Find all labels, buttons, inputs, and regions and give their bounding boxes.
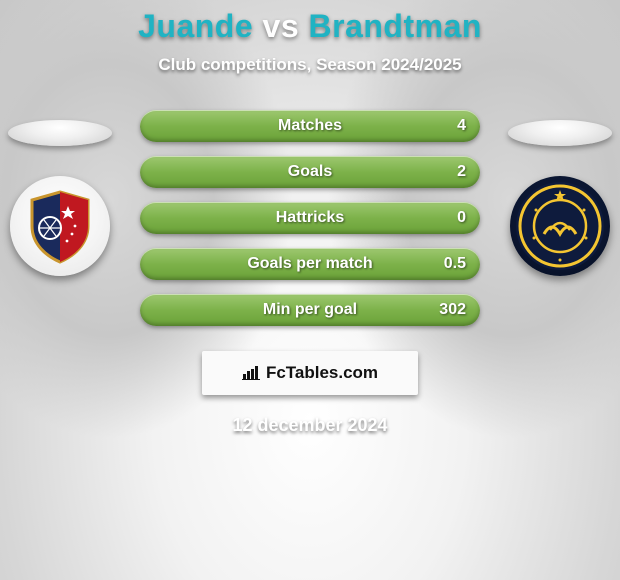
vs-text: vs bbox=[263, 8, 300, 44]
stat-label: Goals bbox=[288, 163, 332, 181]
brand-text: FcTables.com bbox=[266, 363, 378, 383]
bar-chart-icon bbox=[242, 366, 260, 380]
stat-row: Hattricks 0 bbox=[0, 195, 620, 241]
player1-name: Juande bbox=[138, 8, 253, 44]
player2-name: Brandtman bbox=[309, 8, 482, 44]
stat-row: Min per goal 302 bbox=[0, 287, 620, 333]
stat-value: 0.5 bbox=[444, 255, 466, 273]
stat-label: Goals per match bbox=[247, 255, 372, 273]
stat-bar-min-per-goal: Min per goal 302 bbox=[140, 294, 480, 326]
stat-label: Hattricks bbox=[276, 209, 344, 227]
stat-row: Goals per match 0.5 bbox=[0, 241, 620, 287]
subtitle: Club competitions, Season 2024/2025 bbox=[158, 55, 461, 75]
stat-row: Matches 4 bbox=[0, 103, 620, 149]
stat-bar-goals-per-match: Goals per match 0.5 bbox=[140, 248, 480, 280]
stat-value: 302 bbox=[439, 301, 466, 319]
stat-value: 0 bbox=[457, 209, 466, 227]
stat-bar-matches: Matches 4 bbox=[140, 110, 480, 142]
main-content: Juande vs Brandtman Club competitions, S… bbox=[0, 0, 620, 436]
stat-value: 4 bbox=[457, 117, 466, 135]
date-text: 12 december 2024 bbox=[232, 415, 387, 436]
stat-bar-goals: Goals 2 bbox=[140, 156, 480, 188]
page-title: Juande vs Brandtman bbox=[138, 8, 482, 45]
brand-box: FcTables.com bbox=[202, 351, 418, 395]
stat-label: Min per goal bbox=[263, 301, 357, 319]
stat-row: Goals 2 bbox=[0, 149, 620, 195]
stat-bar-hattricks: Hattricks 0 bbox=[140, 202, 480, 234]
stat-label: Matches bbox=[278, 117, 342, 135]
stat-value: 2 bbox=[457, 163, 466, 181]
